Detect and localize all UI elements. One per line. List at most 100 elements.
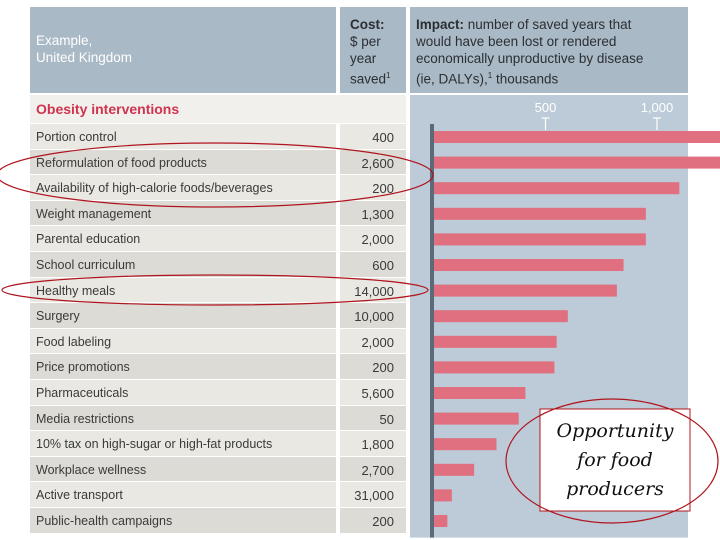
column-separator bbox=[336, 252, 340, 278]
example-line: Example, bbox=[36, 33, 93, 48]
column-separator bbox=[336, 303, 340, 329]
annotation-line1: Opportunity bbox=[556, 420, 674, 442]
impact-line2: would have been lost or rendered bbox=[416, 34, 617, 49]
impact-header: Impact: number of saved years that would… bbox=[416, 16, 688, 88]
cost-line3: year bbox=[350, 51, 377, 66]
cost-value: 200 bbox=[372, 181, 394, 197]
chart-axis-line bbox=[430, 124, 434, 538]
bar bbox=[434, 182, 680, 195]
annotation-line2: for food bbox=[577, 449, 653, 471]
column-separator bbox=[336, 354, 340, 380]
bar bbox=[434, 361, 555, 374]
annotation-text: Opportunity for food producers bbox=[548, 417, 682, 504]
bar bbox=[434, 515, 448, 527]
intervention-label: Weight management bbox=[36, 206, 152, 221]
column-separator bbox=[336, 328, 340, 355]
table-row bbox=[30, 431, 406, 456]
cost-value: 1,800 bbox=[361, 437, 394, 453]
intervention-label: Healthy meals bbox=[36, 283, 116, 298]
column-separator bbox=[336, 226, 340, 252]
cost-value: 50 bbox=[379, 411, 394, 427]
intervention-label: Parental education bbox=[36, 232, 141, 247]
table-row bbox=[30, 354, 406, 379]
cost-title: Cost: bbox=[350, 17, 385, 32]
column-separator bbox=[336, 482, 340, 508]
table-row bbox=[30, 303, 406, 328]
cost-value: 5,600 bbox=[361, 386, 394, 401]
example-label: Example, United Kingdom bbox=[36, 32, 132, 66]
cost-value: 200 bbox=[372, 360, 394, 376]
cost-value: 1,300 bbox=[361, 206, 394, 222]
bar bbox=[434, 131, 720, 143]
intervention-label: Media restrictions bbox=[36, 411, 134, 426]
header-impact-panel bbox=[410, 7, 688, 93]
column-separator bbox=[336, 200, 340, 227]
header-left-panel bbox=[30, 7, 336, 93]
table-row bbox=[30, 380, 406, 405]
cost-value: 31,000 bbox=[354, 488, 394, 504]
intervention-label: Reformulation of food products bbox=[36, 155, 207, 170]
cost-value: 14,000 bbox=[354, 283, 394, 299]
column-separator bbox=[336, 380, 340, 406]
table-row bbox=[30, 482, 406, 507]
bar bbox=[434, 259, 624, 271]
cost-header: Cost: $ per year saved1 bbox=[350, 16, 390, 88]
intervention-label: Pharmaceuticals bbox=[36, 386, 129, 400]
cost-line4-text: saved bbox=[350, 71, 387, 87]
bar bbox=[434, 156, 720, 169]
impact-line4b: thousands bbox=[495, 71, 559, 87]
bar bbox=[434, 463, 475, 476]
impact-line4a: (ie, DALYs), bbox=[416, 71, 488, 87]
bar bbox=[434, 310, 568, 323]
bar bbox=[434, 233, 646, 246]
bar bbox=[434, 207, 646, 220]
intervention-label: School curriculum bbox=[36, 258, 136, 272]
cost-value: 10,000 bbox=[354, 309, 394, 325]
bar bbox=[434, 335, 557, 348]
intervention-label: Surgery bbox=[36, 309, 80, 324]
section-title: Obesity interventions bbox=[36, 101, 180, 117]
annotation-line3: producers bbox=[566, 478, 664, 500]
cost-line4: saved1 bbox=[350, 67, 390, 88]
table-row bbox=[30, 456, 406, 482]
intervention-label: Public-health campaigns bbox=[36, 514, 173, 528]
impact-line3: economically unproductive by disease bbox=[416, 51, 644, 66]
impact-line1: Impact: number of saved years that bbox=[416, 16, 688, 33]
bar bbox=[434, 387, 526, 399]
column-separator bbox=[336, 405, 340, 432]
intervention-label: Food labeling bbox=[36, 334, 112, 349]
table-row bbox=[30, 226, 406, 251]
table-row bbox=[30, 405, 406, 431]
intervention-label: Portion control bbox=[36, 130, 117, 144]
cost-value: 2,000 bbox=[361, 334, 394, 350]
cost-value: 2,000 bbox=[361, 232, 394, 248]
cost-line2: $ per bbox=[350, 34, 381, 49]
cost-value: 2,600 bbox=[361, 155, 394, 171]
table-row bbox=[30, 328, 406, 354]
cost-value: 2,700 bbox=[361, 462, 394, 478]
intervention-label: Workplace wellness bbox=[36, 462, 147, 477]
table-row bbox=[30, 252, 406, 277]
cost-value: 600 bbox=[372, 258, 394, 273]
cost-value: 400 bbox=[372, 130, 394, 145]
cost-value: 200 bbox=[372, 514, 394, 529]
section-title-band bbox=[30, 95, 406, 123]
bar bbox=[434, 489, 452, 502]
column-separator bbox=[336, 456, 340, 483]
x-tick-label: 1,000 bbox=[641, 100, 674, 115]
impact-title: Impact: bbox=[416, 17, 465, 32]
header-cost-panel bbox=[340, 7, 406, 93]
bar bbox=[434, 438, 497, 451]
column-separator bbox=[336, 508, 340, 534]
table-row bbox=[30, 508, 406, 533]
x-tick-label: 500 bbox=[535, 100, 557, 115]
column-separator bbox=[336, 431, 340, 457]
impact-line1-text: number of saved years that bbox=[467, 17, 632, 32]
intervention-label: Active transport bbox=[36, 488, 123, 503]
impact-line4: (ie, DALYs),1 thousands bbox=[416, 67, 688, 88]
cost-footnote-mark: 1 bbox=[386, 71, 391, 80]
bar bbox=[434, 284, 617, 297]
impact-footnote-mark: 1 bbox=[487, 71, 493, 80]
column-separator bbox=[336, 124, 340, 150]
intervention-label: 10% tax on high-sugar or high-fat produc… bbox=[36, 437, 273, 452]
